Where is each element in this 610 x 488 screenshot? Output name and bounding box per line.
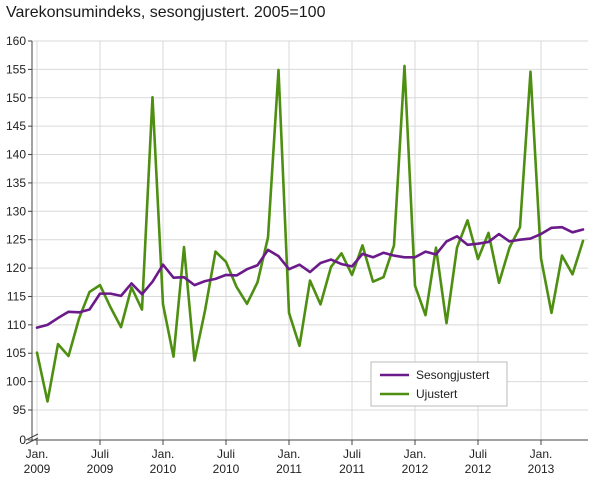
- series-line-sesongjustert: [35, 225, 585, 329]
- x-tick-label-year: 2009: [24, 462, 51, 476]
- x-tick-label-month: Juli: [343, 447, 361, 461]
- x-tick-label-month: Jan.: [152, 447, 175, 461]
- y-tick-label: 145: [6, 119, 26, 133]
- legend-box: [370, 361, 508, 407]
- x-tick-label-year: 2012: [402, 462, 429, 476]
- x-tick-label-month: Juli: [91, 447, 109, 461]
- y-tick-label: 115: [7, 289, 26, 303]
- x-tick-label-month: Juli: [217, 447, 235, 461]
- x-tick-label-month: Jan.: [404, 447, 427, 461]
- y-tick-label: 150: [6, 91, 26, 105]
- legend-label-sesongjustert: Sesongjustert: [416, 368, 490, 382]
- chart-title: Varekonsumindeks, sesongjustert. 2005=10…: [6, 4, 326, 21]
- y-tick-label: 130: [6, 204, 26, 218]
- axis-break-mark: [25, 433, 39, 441]
- x-tick-label-year: 2011: [276, 462, 302, 476]
- y-tick-label: 105: [6, 346, 26, 360]
- legend-label-ujustert: Ujustert: [416, 387, 458, 401]
- y-tick-label: 0: [19, 433, 26, 447]
- y-tick-label: 120: [6, 261, 26, 275]
- x-tick-label-year: 2012: [465, 462, 492, 476]
- x-tick-label-year: 2013: [528, 462, 555, 476]
- x-tick-label-year: 2010: [213, 462, 240, 476]
- x-tick-label-year: 2009: [87, 462, 114, 476]
- axis-break-mark: [25, 437, 39, 445]
- y-tick-label: 135: [6, 176, 26, 190]
- x-tick-label-month: Jan.: [530, 447, 553, 461]
- series-line-ujustert: [35, 64, 585, 403]
- y-tick-label: 140: [6, 148, 26, 162]
- x-tick-label-year: 2011: [339, 462, 365, 476]
- x-tick-label-year: 2010: [150, 462, 177, 476]
- y-tick-label: 155: [6, 62, 26, 76]
- y-tick-label: 125: [6, 233, 26, 247]
- y-tick-label: 110: [7, 318, 26, 332]
- x-tick-label-month: Jan.: [26, 447, 49, 461]
- y-tick-label: 160: [6, 34, 26, 48]
- x-tick-label-month: Jan.: [278, 447, 301, 461]
- y-tick-label: 95: [13, 403, 27, 417]
- x-tick-label-month: Juli: [469, 447, 487, 461]
- y-tick-label: 100: [6, 375, 26, 389]
